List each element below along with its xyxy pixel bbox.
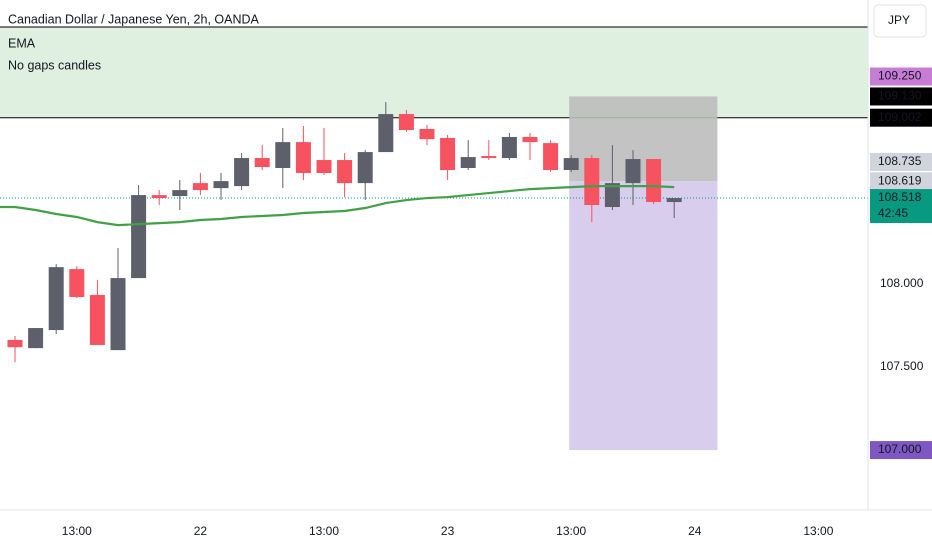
x-tick-label: 13:00	[309, 524, 339, 538]
x-tick-label: 23	[441, 524, 455, 538]
x-tick-label: 22	[194, 524, 208, 538]
candle-body	[357, 152, 373, 184]
candle-body	[131, 195, 147, 279]
price-label: 109.130	[878, 89, 922, 103]
zone	[0, 27, 868, 118]
x-tick-label: 13:00	[62, 524, 92, 538]
ema-line	[0, 185, 675, 227]
candle-body	[563, 158, 579, 170]
candle-body	[440, 137, 456, 170]
price-label-bg	[870, 441, 932, 460]
chart-title: Canadian Dollar / Japanese Yen, 2h, OAND…	[8, 12, 260, 26]
candle-body	[584, 158, 600, 206]
x-tick-label: 13:00	[556, 524, 586, 538]
candle-body	[604, 183, 620, 208]
candle-body	[69, 269, 85, 298]
candle-body	[481, 156, 497, 159]
candle-body	[28, 328, 44, 349]
price-label: 109.250	[878, 69, 922, 83]
price-label: 108.619	[878, 173, 922, 187]
price-label-bg	[870, 108, 932, 127]
price-label-bg	[870, 189, 932, 224]
currency-label[interactable]: JPY	[888, 13, 910, 27]
candle-body	[337, 160, 353, 184]
price-label: 108.518	[878, 190, 922, 204]
price-label-bg	[870, 67, 932, 86]
x-tick-label: 13:00	[803, 524, 833, 538]
x-tick-label: 24	[688, 524, 702, 538]
plot	[0, 26, 868, 451]
candle-body	[213, 181, 229, 189]
candle-body	[419, 128, 435, 140]
candle-body	[295, 142, 311, 173]
candle-body	[7, 340, 23, 348]
candle-body	[398, 114, 414, 130]
candle-body	[275, 142, 291, 169]
countdown: 42:45	[878, 206, 908, 220]
candle-body	[543, 143, 559, 170]
candle-body	[234, 158, 250, 187]
currency-button[interactable]	[873, 4, 927, 38]
candle-body	[110, 278, 126, 351]
candle-body	[522, 136, 538, 143]
candle-body	[378, 114, 394, 153]
y-tick-label: 108.000	[880, 276, 924, 290]
candle-body	[172, 190, 188, 197]
candle-body	[646, 159, 662, 203]
price-label: 108.735	[878, 154, 922, 168]
price-label-bg	[870, 172, 932, 191]
candle-body	[666, 198, 682, 203]
candle-body	[192, 183, 208, 191]
candle-body	[460, 157, 476, 169]
candle-body	[89, 295, 105, 345]
price-label: 109.002	[878, 110, 922, 124]
position-target	[569, 181, 718, 451]
price-label-bg	[870, 153, 932, 172]
indicator-label: EMA	[8, 36, 36, 50]
candle-body	[316, 160, 332, 173]
candle-body	[625, 159, 641, 184]
y-tick-label: 107.500	[880, 359, 924, 373]
note: No gaps candles	[8, 58, 101, 72]
candle-body	[501, 136, 517, 159]
candle-body	[151, 195, 167, 199]
candle-body	[254, 158, 270, 168]
candle-body	[48, 267, 64, 331]
price-label-bg	[870, 87, 932, 106]
price-label: 107.000	[878, 442, 922, 456]
